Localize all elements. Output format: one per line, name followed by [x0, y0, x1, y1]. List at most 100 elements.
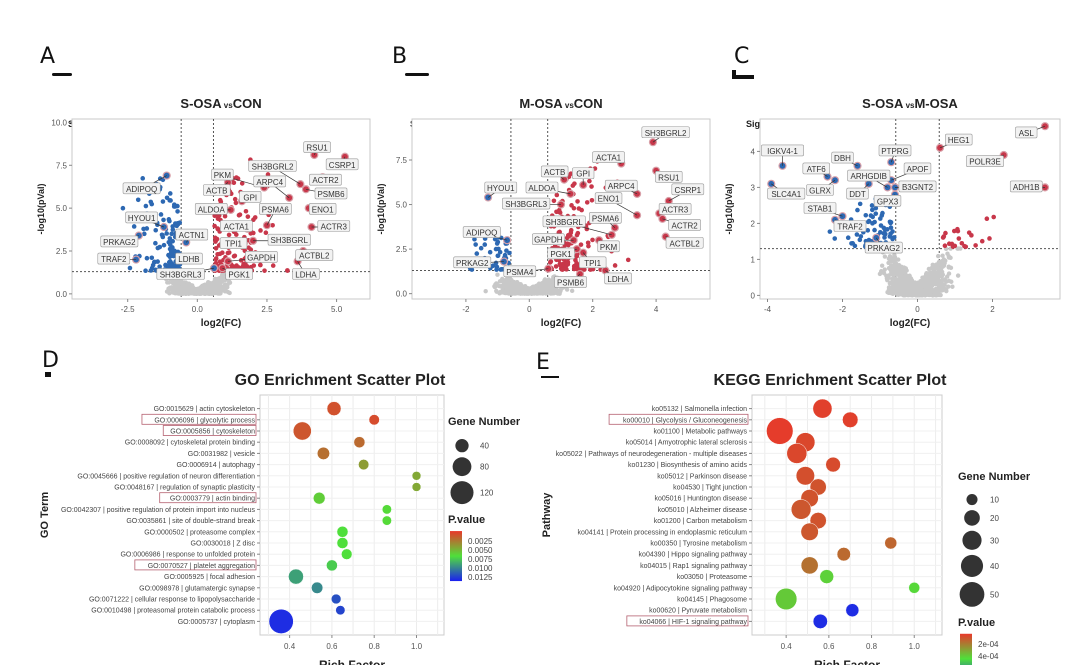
gene-label-box: [1009, 180, 1043, 193]
point-sig-down: [149, 255, 155, 261]
points-group: [767, 122, 1050, 298]
gene-label-box: [253, 175, 287, 188]
size-legend-label: 80: [480, 463, 489, 472]
point-nodiff: [558, 286, 564, 292]
panel-mark-e: [541, 376, 559, 378]
x-tick-label: 0: [527, 305, 532, 314]
point-sig-up: [270, 223, 275, 228]
point-sig-up: [942, 243, 948, 249]
term-label: GO:0008092 | cytoskeletal protein bindin…: [125, 440, 255, 447]
point-sig-down: [170, 227, 176, 232]
point-nodiff: [213, 277, 218, 283]
gene-label: ACTN1: [179, 231, 206, 240]
bubble: [335, 605, 346, 616]
point-nodiff: [958, 246, 963, 251]
point-sig-down: [148, 268, 154, 273]
point-sig-up: [987, 236, 992, 241]
point-sig-down: [174, 223, 180, 229]
labeled-point: [285, 193, 294, 202]
point-sig-up: [232, 196, 238, 202]
point-nodiff: [225, 282, 230, 288]
gene-label: ACTA1: [596, 154, 622, 163]
point-nodiff: [940, 253, 945, 258]
point-nodiff: [946, 271, 952, 276]
point-sig-up: [569, 203, 574, 208]
point-nodiff: [180, 283, 185, 289]
panel-mark-c: [732, 75, 754, 79]
gene-label: PTPRG: [881, 147, 909, 156]
point-nodiff: [936, 292, 941, 297]
gene-label: ARPC4: [256, 178, 283, 187]
point-sig-down: [502, 252, 508, 258]
gene-label-box: [314, 187, 348, 200]
term-label: ko01230 | Biosynthesis of amino acids: [628, 462, 747, 469]
point-sig-up: [551, 198, 557, 204]
gene-label: GPI: [243, 193, 257, 202]
point-nodiff: [569, 288, 575, 294]
size-legend-label: 10: [990, 496, 999, 505]
point-sig-down: [872, 227, 877, 233]
gene-label-box: [641, 126, 690, 139]
point-nodiff: [902, 290, 908, 295]
y-tick-label: 2.5: [396, 245, 408, 254]
point-sig-down: [169, 250, 174, 255]
point-sig-down: [167, 191, 173, 196]
highlight-box: [134, 559, 257, 571]
point-sig-down: [151, 259, 157, 265]
point-sig-down: [888, 219, 894, 225]
point-nodiff: [924, 283, 929, 288]
point-nodiff: [904, 281, 909, 286]
point-sig-down: [127, 265, 133, 271]
point-nodiff: [203, 291, 208, 296]
size-legend-marker: [964, 510, 980, 526]
colorbar-label: 6e-04: [978, 664, 999, 665]
point-sig-up: [217, 197, 223, 203]
bubble: [313, 492, 326, 505]
gene-label-box: [309, 173, 342, 186]
gene-label: ACTR3: [321, 223, 348, 232]
y-tick-label: 3: [751, 183, 756, 192]
gene-label-box: [317, 220, 351, 232]
gene-label-box: [502, 197, 551, 210]
point-sig-down: [487, 249, 493, 255]
bubble: [411, 471, 422, 481]
point-sig-down: [141, 231, 147, 237]
panel-label-a: A: [40, 44, 56, 69]
size-legend-label: 40: [480, 442, 489, 451]
point-sig-up: [251, 230, 256, 236]
gene-label-box: [847, 169, 891, 182]
point-sig-up: [212, 223, 217, 229]
bubble: [341, 548, 353, 560]
point-sig-down: [160, 199, 166, 204]
bubble: [330, 593, 342, 605]
gene-label-box: [532, 233, 565, 245]
point-nodiff: [227, 279, 232, 284]
y-tick-label: 0.0: [56, 290, 68, 299]
bubble: [908, 582, 921, 594]
chart-title: GO Enrichment Scatter Plot: [235, 372, 446, 389]
x-tick-label: 2.5: [261, 305, 273, 314]
gene-label-box: [97, 252, 131, 265]
point-sig-up: [955, 226, 960, 232]
point-sig-up: [265, 172, 271, 177]
labeled-point: [1040, 122, 1050, 131]
gene-label-box: [903, 162, 932, 175]
bubble: [825, 456, 841, 473]
gene-label-box: [864, 241, 903, 254]
gene-label-box: [802, 162, 830, 175]
chart-title: M-OSA vsCON: [519, 96, 602, 111]
gene-label: ENO1: [312, 205, 334, 214]
point-sig-up: [584, 200, 590, 205]
point-nodiff: [207, 280, 212, 286]
point-sig-down: [478, 245, 484, 251]
y-tick-label: 7.5: [396, 156, 408, 165]
point-sig-up: [565, 241, 570, 246]
point-sig-up: [956, 236, 962, 241]
term-label: ko05012 | Parkinson disease: [657, 473, 747, 480]
bubble: [812, 398, 833, 419]
gene-label: ADIPOQ: [126, 185, 157, 194]
point-nodiff: [483, 288, 488, 294]
point-sig-up: [226, 250, 232, 255]
point-nodiff: [502, 282, 507, 287]
point-sig-down: [171, 204, 177, 209]
